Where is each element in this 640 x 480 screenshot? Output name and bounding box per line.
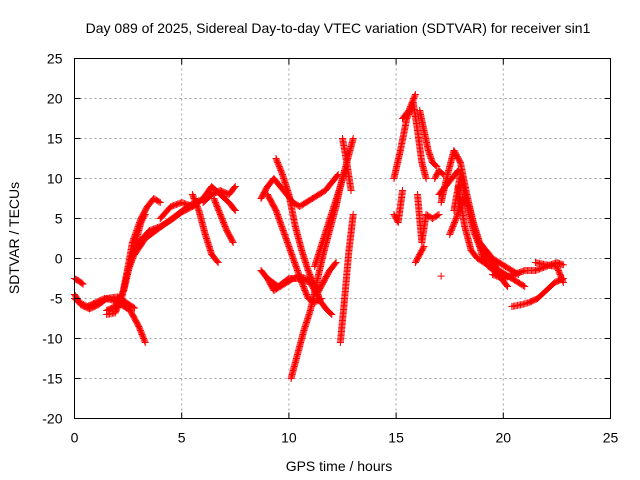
- y-tick-label: -5: [50, 291, 63, 307]
- y-tick-label: 5: [55, 211, 63, 227]
- series-t25: [414, 191, 443, 246]
- y-tick-label: 20: [47, 91, 63, 107]
- data-points: [454, 183, 501, 278]
- data-points: [188, 191, 222, 266]
- y-tick-label: 15: [47, 131, 63, 147]
- x-tick-label: 15: [388, 430, 404, 446]
- data-points: [199, 183, 239, 206]
- data-points: [416, 107, 441, 170]
- chart-title: Day 089 of 2025, Sidereal Day-to-day VTE…: [86, 20, 591, 36]
- x-tick-label: 0: [71, 430, 79, 446]
- y-tick-label: 0: [55, 251, 63, 267]
- data-points: [431, 167, 447, 182]
- y-tick-label: 10: [47, 171, 63, 187]
- x-tick-label: 20: [496, 430, 512, 446]
- series-t11: [199, 183, 239, 206]
- series-t22: [399, 91, 419, 122]
- y-tick-label: -20: [42, 411, 62, 427]
- data-points: [411, 243, 428, 266]
- y-tick-label: 25: [47, 51, 63, 67]
- data-points: [390, 187, 407, 226]
- y-tick-label: -15: [42, 371, 62, 387]
- y-tick-label: -10: [42, 331, 62, 347]
- series-t32: [435, 167, 462, 198]
- data-points: [210, 195, 237, 246]
- series-t36: [531, 259, 567, 286]
- x-tick-label: 5: [178, 430, 186, 446]
- data-points: [399, 91, 419, 122]
- data-points: [336, 211, 357, 346]
- series-t9: [188, 191, 222, 266]
- y-axis-label: SDTVAR / TECUs: [6, 182, 22, 294]
- x-axis-label: GPS time / hours: [286, 458, 393, 474]
- data-points: [414, 191, 443, 246]
- plot-points: [71, 91, 567, 382]
- axis-ticks: 0 5 10 15 20 25 -20 -15 -10 -5 0 5 10 15 20 25: [42, 51, 618, 446]
- data-points: [508, 275, 567, 310]
- series-t27: [431, 167, 447, 182]
- data-points: [339, 135, 355, 194]
- series-t10: [210, 195, 237, 246]
- series-t33: [437, 272, 445, 280]
- data-points: [531, 259, 567, 286]
- series-t24: [416, 107, 441, 170]
- series-t23: [390, 187, 407, 226]
- plot-frame: [74, 58, 611, 419]
- data-points: [263, 191, 325, 306]
- data-points: [437, 272, 445, 280]
- series-t31: [454, 183, 501, 278]
- x-tick-label: 25: [603, 430, 619, 446]
- series-t35: [508, 275, 567, 310]
- series-t26: [411, 243, 428, 266]
- series-t19: [336, 211, 357, 346]
- data-points: [435, 167, 462, 198]
- x-tick-label: 10: [281, 430, 297, 446]
- series-t16: [263, 191, 325, 306]
- series-t20: [339, 135, 355, 194]
